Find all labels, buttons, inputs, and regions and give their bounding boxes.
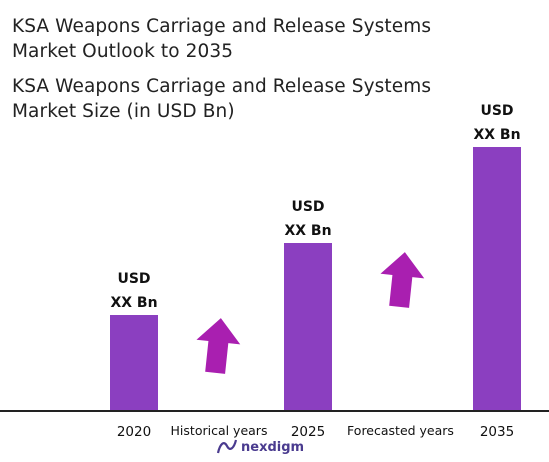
chart-title-line-2: Market Outlook to 2035: [12, 41, 234, 62]
growth-arrows-group: [196, 252, 425, 374]
data-labels-group: USD XX Bn USD XX Bn USD XX Bn: [110, 103, 520, 311]
growth-arrow-historical-icon: [196, 318, 241, 374]
chart-title-line-1: KSA Weapons Carriage and Release Systems: [12, 16, 432, 37]
bar-2035: [473, 147, 521, 411]
bar-2025: [284, 243, 332, 411]
chart-subtitle-line-2: Market Size (in USD Bn): [12, 101, 235, 122]
period-annotation-1: Historical years: [171, 423, 268, 438]
bars-group: [110, 147, 521, 411]
data-label-2020-line-2: XX Bn: [110, 295, 157, 311]
brand-logo: nexdigm: [216, 439, 304, 455]
x-tick-label-2035: 2035: [480, 424, 514, 440]
data-label-2025-line-2: XX Bn: [284, 223, 331, 239]
data-label-2035-line-2: XX Bn: [473, 127, 520, 143]
growth-arrow-forecast-icon: [380, 252, 425, 308]
nexdigm-logo-icon: [216, 439, 238, 454]
x-axis-labels-group: 2020 2025 2035 Historical years Forecasted y…: [117, 423, 514, 440]
data-label-2025-line-1: USD: [291, 199, 324, 215]
chart-subtitle-line-1: KSA Weapons Carriage and Release Systems: [12, 76, 432, 97]
period-annotation-2: Forecasted years: [347, 423, 454, 438]
bar-2020: [110, 315, 158, 411]
x-tick-label-2020: 2020: [117, 424, 151, 440]
x-tick-label-2025: 2025: [291, 424, 325, 440]
brand-name: nexdigm: [241, 440, 304, 455]
data-label-2020-line-1: USD: [117, 271, 150, 287]
data-label-2035-line-1: USD: [480, 103, 513, 119]
